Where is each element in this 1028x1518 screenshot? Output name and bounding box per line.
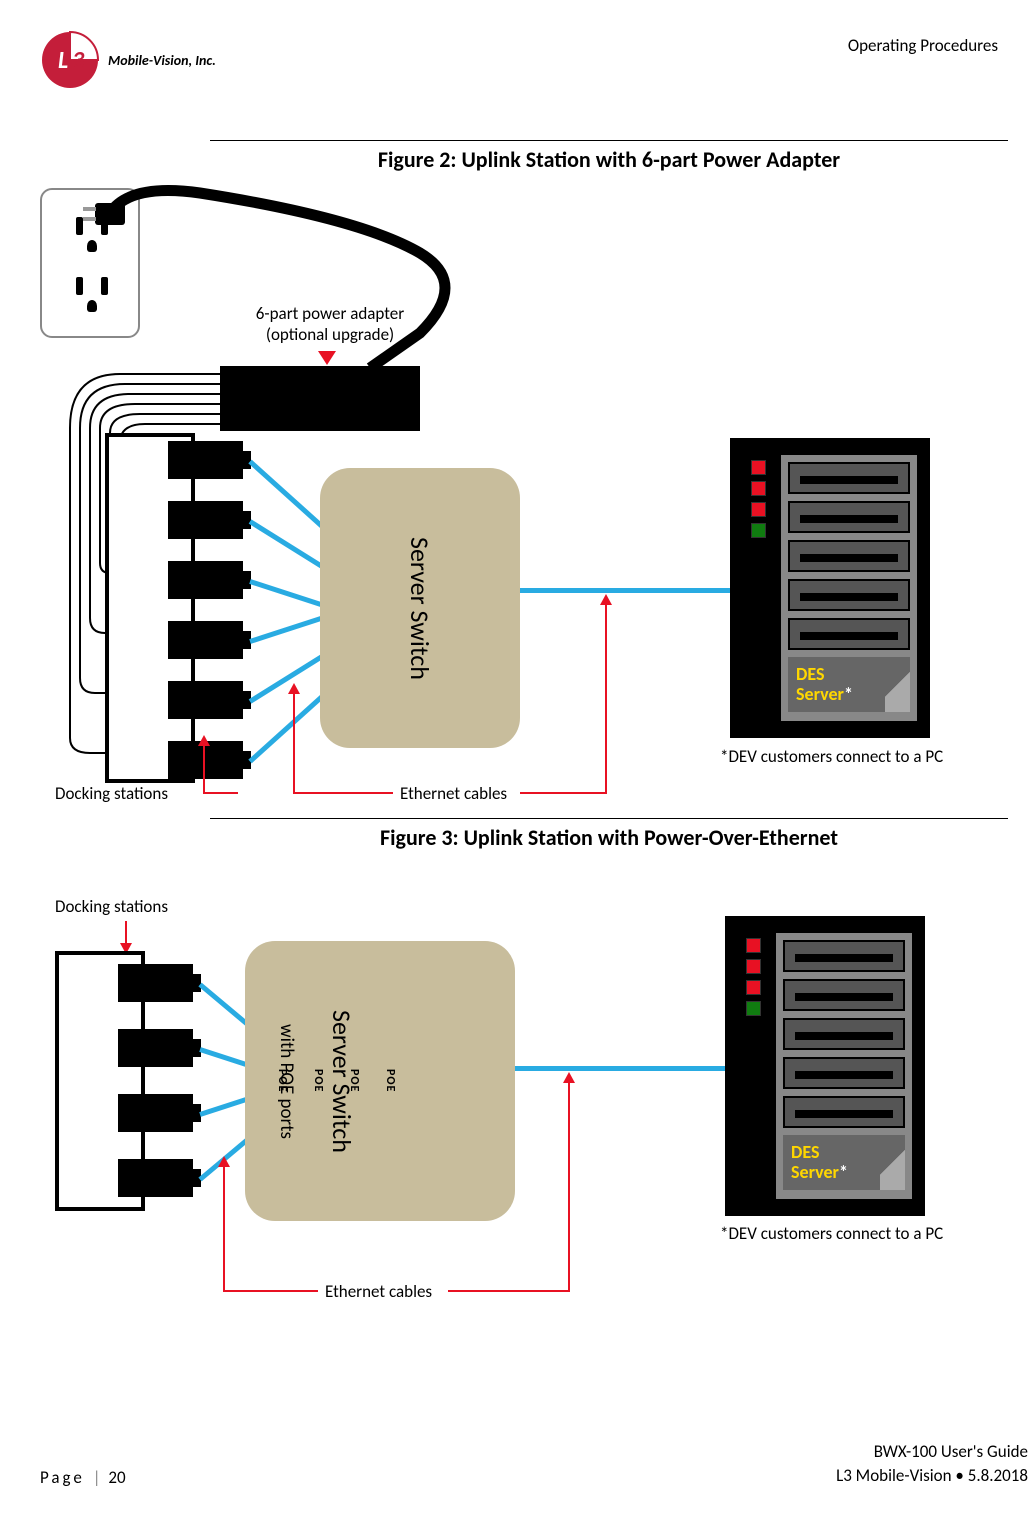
docking-stations-label: Docking stations — [55, 783, 168, 804]
callout-line — [293, 692, 295, 792]
arrow-up-icon — [600, 594, 612, 605]
l3-logo-icon: L 3 — [40, 30, 100, 90]
logo-container: L 3 Mobile-Vision, Inc. — [40, 30, 216, 90]
callout-line — [125, 921, 127, 943]
doc-meta: L3 Mobile-Vision • 5.8.2018 — [836, 1464, 1028, 1488]
drive-bay-icon — [788, 579, 910, 611]
callout-line — [203, 792, 238, 794]
callout-line — [520, 792, 605, 794]
led-icon — [746, 1001, 761, 1016]
callout-line — [568, 1081, 570, 1292]
dock-port-icon — [168, 741, 243, 779]
figure-3-title: Figure 3: Uplink Station with Power-Over… — [210, 818, 1008, 851]
docking-stations-label: Docking stations — [55, 896, 168, 917]
led-icon — [746, 980, 761, 995]
drive-bay-icon — [788, 501, 910, 533]
dock-port-icon — [118, 1094, 193, 1132]
led-icon — [751, 523, 766, 538]
ethernet-cable-icon — [520, 588, 735, 593]
ethernet-cables-label: Ethernet cables — [325, 1281, 432, 1302]
des-server-icon: DES Server* — [725, 916, 925, 1216]
callout-line — [223, 1165, 225, 1290]
des-drive-icon: DES Server* — [788, 657, 910, 712]
poe-labels: POE POE POE POE — [275, 1069, 397, 1092]
adapter-label-line1: 6-part power adapter — [240, 303, 420, 324]
dev-note: *DEV customers connect to a PC — [720, 746, 943, 767]
switch-label: Server Switch — [404, 537, 436, 680]
led-icon — [746, 938, 761, 953]
section-title: Operating Procedures — [848, 30, 998, 56]
figure-2-diagram: 6-part power adapter (optional upgrade) … — [40, 188, 1028, 818]
drive-bay-icon — [783, 979, 905, 1011]
adapter-label-line2: (optional upgrade) — [240, 324, 420, 345]
callout-line — [293, 792, 393, 794]
dock-port-icon — [168, 441, 243, 479]
server-switch-icon: Server Switch — [320, 468, 520, 748]
led-icon — [751, 481, 766, 496]
des-drive-icon: DES Server* — [783, 1135, 905, 1190]
drive-bay-icon — [783, 1018, 905, 1050]
drive-bay-icon — [783, 1096, 905, 1128]
led-icon — [751, 460, 766, 475]
logo-company-text: Mobile-Vision, Inc. — [108, 52, 216, 69]
des-server-icon: DES Server* — [730, 438, 930, 738]
dev-note: *DEV customers connect to a PC — [720, 1223, 943, 1244]
drive-bay-icon — [783, 940, 905, 972]
dock-port-icon — [168, 681, 243, 719]
ethernet-cables-label: Ethernet cables — [400, 783, 507, 804]
dock-port-icon — [168, 561, 243, 599]
drive-bay-icon — [783, 1057, 905, 1089]
drive-bay-icon — [788, 540, 910, 572]
dock-port-icon — [168, 501, 243, 539]
led-icon — [746, 959, 761, 974]
power-cable-icon — [80, 173, 480, 383]
figure-3-diagram: Docking stations POE POE POE POE with PO… — [40, 871, 1028, 1351]
ethernet-cable-icon — [515, 1066, 730, 1071]
adapter-label: 6-part power adapter (optional upgrade) — [240, 303, 420, 345]
page-header: L 3 Mobile-Vision, Inc. Operating Proced… — [40, 30, 1028, 90]
doc-title: BWX-100 User's Guide — [836, 1440, 1028, 1464]
dock-port-icon — [118, 1159, 193, 1197]
footer-doc-info: BWX-100 User's Guide L3 Mobile-Vision • … — [836, 1440, 1028, 1488]
page-number: Page | 20 — [40, 1467, 126, 1488]
svg-text:3: 3 — [72, 46, 85, 75]
svg-text:L: L — [58, 46, 68, 75]
dock-port-icon — [118, 1029, 193, 1067]
power-adapter-icon — [220, 366, 420, 431]
des-label-line2: Server — [796, 683, 844, 705]
dock-port-icon — [168, 621, 243, 659]
led-icon — [751, 502, 766, 517]
callout-line — [223, 1290, 318, 1292]
figure-2-title: Figure 2: Uplink Station with 6-part Pow… — [210, 140, 1008, 173]
arrow-up-icon — [563, 1072, 575, 1083]
docking-stations-icon — [105, 433, 195, 783]
page-footer: Page | 20 BWX-100 User's Guide L3 Mobile… — [40, 1440, 1028, 1488]
dock-port-icon — [118, 964, 193, 1002]
server-switch-icon: POE POE POE POE with POE ports Server Sw… — [245, 941, 515, 1221]
callout-line — [605, 603, 607, 794]
drive-bay-icon — [788, 618, 910, 650]
des-label-line2: Server — [791, 1161, 839, 1183]
callout-line — [448, 1290, 568, 1292]
callout-line — [203, 744, 205, 792]
triangle-down-icon — [318, 351, 336, 365]
drive-bay-icon — [788, 462, 910, 494]
